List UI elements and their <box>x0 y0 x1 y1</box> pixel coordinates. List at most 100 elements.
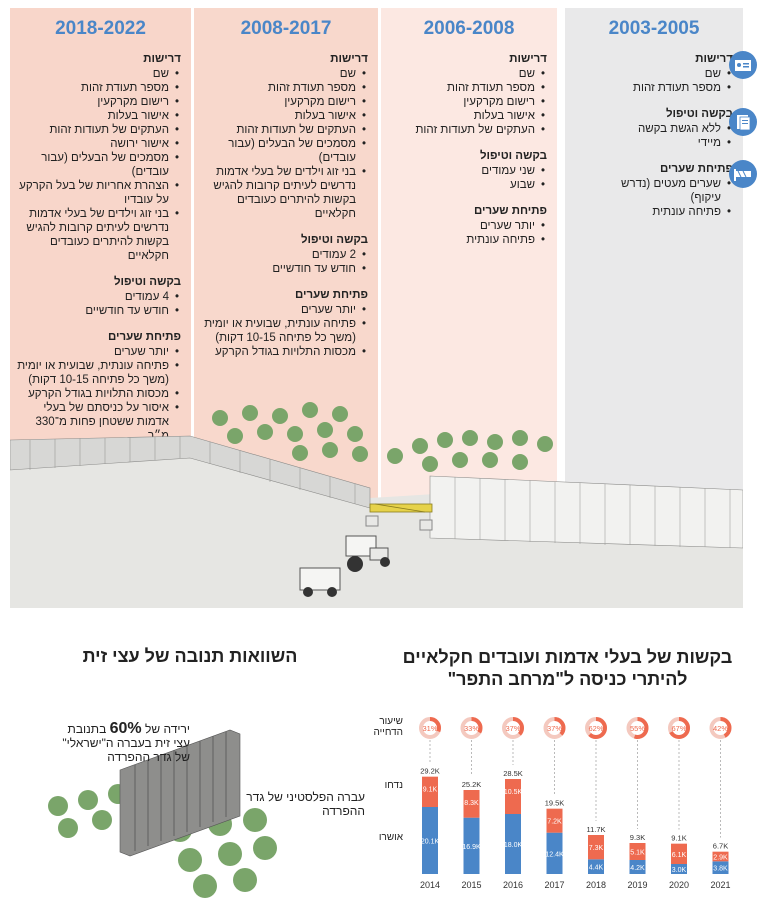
section-list: שםמספר תעודת זהות <box>605 67 733 95</box>
refusal-donut-arc <box>626 717 649 739</box>
chart-title: בקשות של בעלי אדמות ועובדים חקלאיים להית… <box>402 647 733 689</box>
section-heading: בקשה וטיפול <box>300 234 368 246</box>
refusal-donut-arc <box>502 717 524 739</box>
year-tick-label: 2020 <box>669 880 689 890</box>
row-label-rejected: נדחו <box>384 780 403 791</box>
row-label-approved: אושרו <box>378 832 403 843</box>
period-section: פתיחת שערים שערים מעטים (נדרש עיקוף)פתיחה… <box>605 162 733 219</box>
period-section: פתיחת שערים יותר שעריםפתיחה עונתית <box>387 204 547 247</box>
list-item: מיידי <box>605 136 731 150</box>
approved-value-label: 4.2K <box>630 865 645 872</box>
list-item: מסמכים של הבעלים (עבור עובדים) <box>200 137 366 165</box>
rejected-value-label: 7.3K <box>589 845 604 852</box>
gate-icon <box>729 160 757 188</box>
list-item: מכסות התלויות בגודל הקרקע <box>16 387 179 401</box>
period-section: פתיחת שערים יותר שעריםפתיחה עונתית, שבועי… <box>16 330 181 443</box>
wall-right-segments <box>454 477 731 548</box>
list-item: יותר שערים <box>16 345 179 359</box>
section-heading: פתיחת שערים <box>107 331 181 343</box>
refusal-rate-label: 37% <box>547 724 562 733</box>
period-section: דרישותשםמספר תעודת זהותרישום מקרקעיןאישו… <box>16 52 181 263</box>
list-item: שם <box>16 67 179 81</box>
list-item: אישור בעלות <box>200 109 366 123</box>
section-heading: דרישות <box>695 53 733 65</box>
total-label: 29.2K <box>420 767 440 776</box>
list-item: רישום מקרקעין <box>16 95 179 109</box>
bar-rejected <box>671 843 687 864</box>
section-list: יותר שעריםפתיחה עונתית, שבועית או יומית … <box>16 345 181 443</box>
approved-value-label: 16.9K <box>462 844 481 851</box>
olive-comparison-illustration <box>48 729 277 898</box>
list-item: 4 עמודים <box>16 290 179 304</box>
list-item: שם <box>200 67 366 81</box>
list-item: פתיחה עונתית, שבועית או יומית (משך כל פת… <box>200 317 366 345</box>
section-list: 4 עמודיםחודש עד חודשיים <box>16 290 181 318</box>
list-item: פתיחה עונתית <box>387 233 545 247</box>
list-item: אישור בעלות <box>16 109 179 123</box>
list-item: אישור ירושה <box>16 137 179 151</box>
refusal-rate-label: 62% <box>588 724 603 733</box>
year-tick-label: 2017 <box>544 880 564 890</box>
period-section: בקשה וטיפול שני עמודיםשבוע <box>387 149 547 192</box>
rejected-value-label: 9.1K <box>423 787 438 794</box>
list-item: 2 עמודים <box>200 248 366 262</box>
rejected-value-label: 7.2K <box>547 819 562 826</box>
approved-value-label: 3.0K <box>672 867 687 874</box>
list-item: בני זוג וילדים של בעלי אדמות נדרשים לעית… <box>16 207 179 263</box>
rejected-value-label: 6.1K <box>672 852 687 859</box>
list-item: חודש עד חודשיים <box>200 262 366 276</box>
rejected-value-label: 10.5K <box>504 789 523 796</box>
list-item: שבוע <box>387 178 545 192</box>
section-heading: פתיחת שערים <box>294 289 368 301</box>
list-item: מספר תעודת זהות <box>387 81 545 95</box>
bar-approved <box>463 817 480 874</box>
refusal-rate-label: 55% <box>630 724 645 733</box>
section-list: שני עמודיםשבוע <box>387 164 547 192</box>
period-section: דרישותשםמספר תעודת זהותרישום מקרקעיןאישו… <box>200 52 368 221</box>
list-item: פתיחה עונתית <box>605 205 731 219</box>
list-item: העתקים של תעודות זהות <box>387 123 545 137</box>
section-list: יותר שעריםפתיחה עונתית, שבועית או יומית … <box>200 303 368 359</box>
list-item: שערים מעטים (נדרש עיקוף) <box>605 177 731 205</box>
wall-left-segments <box>29 436 356 504</box>
section-list: שםמספר תעודת זהותרישום מקרקעיןאישור בעלו… <box>16 67 181 263</box>
refusal-donut-arc <box>460 717 483 739</box>
bar-approved <box>505 814 521 874</box>
year-tick-label: 2018 <box>586 880 606 890</box>
approved-value-label: 3.8K <box>713 866 728 873</box>
refusal-rate-label: 31% <box>422 724 437 733</box>
total-label: 6.7K <box>713 842 728 851</box>
olive-decline-percent: 60% <box>109 720 142 737</box>
refusal-donut-arc <box>668 717 690 739</box>
total-label: 9.3K <box>630 833 645 842</box>
total-label: 9.1K <box>671 834 686 843</box>
total-label: 19.5K <box>545 799 565 808</box>
refusal-donut-arc <box>419 717 441 739</box>
list-item: מכסות התלויות בגודל הקרקע <box>200 345 366 359</box>
period-section: דרישותשםמספר תעודת זהותרישום מקרקעיןאישו… <box>387 52 547 137</box>
section-heading: דרישות <box>143 53 181 65</box>
approved-value-label: 18.0K <box>504 842 523 849</box>
period-year: 2008-2017 <box>240 18 332 39</box>
approved-value-label: 20.1K <box>421 839 440 846</box>
list-item: רישום מקרקעין <box>387 95 545 109</box>
separation-barrier-illustration <box>10 402 743 608</box>
section-heading: בקשה וטיפול <box>665 108 733 120</box>
list-item: יותר שערים <box>387 219 545 233</box>
list-item: מספר תעודת זהות <box>16 81 179 95</box>
list-item: יותר שערים <box>200 303 366 317</box>
list-item: חודש עד חודשיים <box>16 304 179 318</box>
section-list: ללא הגשת בקשהמיידי <box>605 122 733 150</box>
section-list: יותר שעריםפתיחה עונתית <box>387 219 547 247</box>
olive-trees-left <box>212 402 368 462</box>
list-item: מספר תעודת זהות <box>605 81 731 95</box>
section-heading: דרישות <box>509 53 547 65</box>
period-details: דרישות שםמספר תעודת זהות בקשה וטיפול ללא הג… <box>605 52 733 231</box>
period-section: בקשה וטיפול 2 עמודיםחודש עד חודשיים <box>200 233 368 276</box>
total-label: 28.5K <box>503 769 523 778</box>
section-list: 2 עמודיםחודש עד חודשיים <box>200 248 368 276</box>
year-tick-label: 2015 <box>461 880 481 890</box>
list-item: איסור על כניסתם של בעלי אדמות ששטחן פחות… <box>16 401 179 443</box>
bar-approved <box>588 859 604 874</box>
list-item: הצהרת אחריות של בעל הקרקע על עובדיו <box>16 179 179 207</box>
